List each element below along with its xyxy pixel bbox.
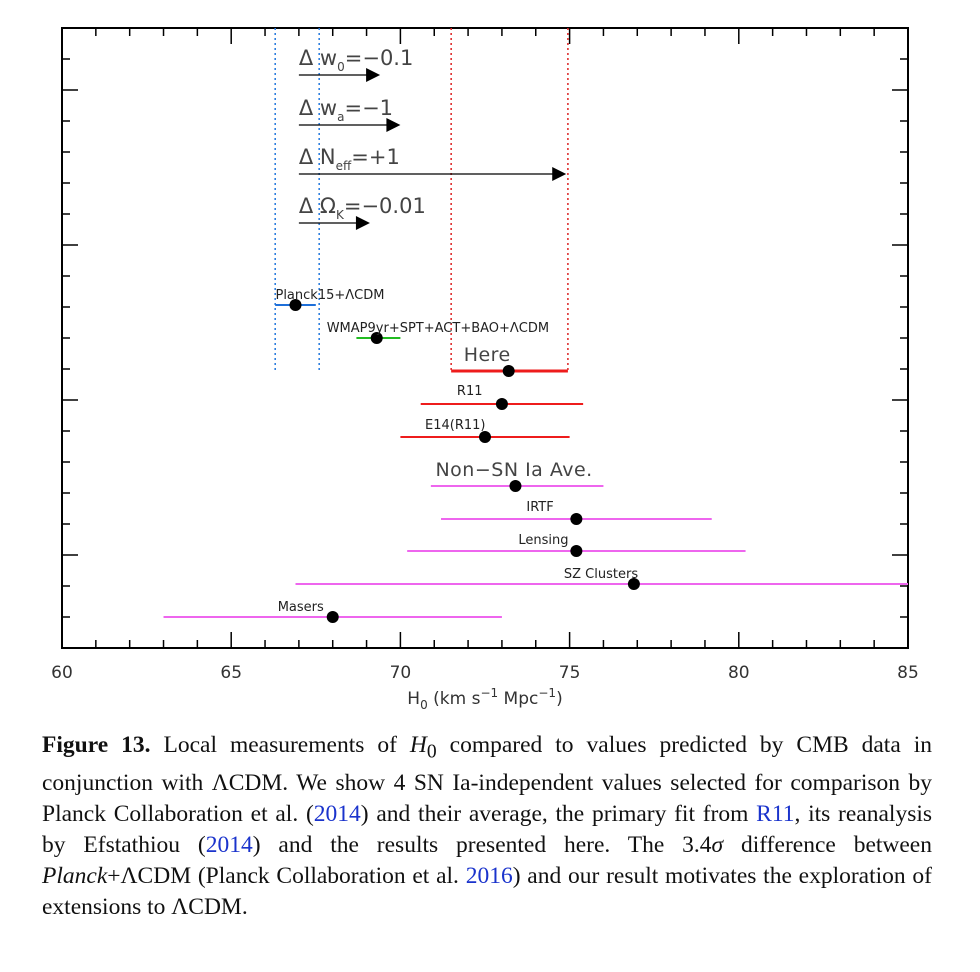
shift-arrow-head	[366, 68, 381, 82]
data-point	[509, 480, 522, 492]
data-point-label: SZ Clusters	[564, 567, 638, 582]
caption-planck-italic: Planck	[42, 862, 108, 889]
data-point-label: Here	[464, 344, 511, 366]
data-point-label: Masers	[278, 600, 324, 615]
caption-text-7: +ΛCDM (Planck Collaboration et al.	[107, 862, 466, 889]
data-point-label: E14(R11)	[425, 418, 485, 433]
shift-arrow-head	[386, 118, 401, 132]
caption-text-8: ) and our result motivates the explorati…	[42, 862, 932, 920]
shift-label: Δ w0=−0.1	[299, 46, 413, 74]
shift-label: Δ wa=−1	[299, 96, 393, 124]
data-point	[495, 398, 508, 410]
data-point	[370, 332, 383, 344]
caption-h0-sub: 0	[426, 741, 437, 763]
data-point	[627, 578, 640, 590]
shift-label: Δ Neff=+1	[299, 145, 400, 173]
data-point-label: WMAP9yr+SPT+ACT+BAO+ΛCDM	[327, 321, 549, 336]
caption-h0-symbol: H	[410, 732, 427, 758]
citation-link-2014a[interactable]: 2014	[313, 800, 361, 827]
citation-link-2016[interactable]: 2016	[465, 862, 513, 889]
data-point	[289, 299, 302, 311]
data-point-label: Lensing	[518, 533, 568, 548]
data-point-label: IRTF	[526, 500, 553, 515]
data-point-label: Planck15+ΛCDM	[275, 288, 384, 303]
x-tick-label: 75	[559, 663, 581, 683]
shift-label: Δ ΩK=−0.01	[299, 194, 426, 222]
caption-sigma: σ	[711, 831, 724, 858]
data-point	[570, 513, 583, 525]
data-point	[502, 365, 515, 377]
data-point	[570, 545, 583, 557]
data-point	[326, 611, 339, 623]
x-tick-label: 85	[897, 663, 919, 683]
caption-figure-number: Figure 13.	[42, 732, 151, 758]
citation-link-2014b[interactable]: 2014	[205, 831, 253, 858]
plot-frame	[61, 27, 909, 649]
data-point	[479, 431, 491, 443]
caption-text-3: ) and their average, the primary fit fro…	[360, 800, 757, 827]
data-point-label: Non−SN Ia Ave.	[435, 459, 592, 481]
caption-text-4: , its reanalysis by Efstathiou (	[42, 800, 933, 858]
chart-svg: 60 65 70 75 80 85 H0 (km s−1 Mpc−1) Δ w0=−0.1 Δ …	[51, 27, 919, 712]
caption-h0-main: H	[409, 732, 427, 758]
data-point-label: R11	[457, 384, 483, 399]
x-tick-label: 70	[390, 663, 412, 683]
figure-caption: Figure 13. Local measurements of H0 comp…	[42, 730, 932, 923]
shift-arrow-head	[552, 167, 567, 181]
caption-text-6: difference between	[723, 831, 932, 858]
citation-link-r11[interactable]: R11	[756, 800, 795, 827]
shift-arrow-head	[355, 216, 370, 230]
x-tick-label: 60	[51, 663, 73, 683]
caption-text-5: ) and the results presented here. The 3.…	[252, 831, 712, 858]
x-tick-label: 80	[728, 663, 750, 683]
figure-chart: 60 65 70 75 80 85 H0 (km s−1 Mpc−1) Δ w0=−0.1 Δ …	[51, 27, 919, 712]
x-axis-label: H0 (km s−1 Mpc−1)	[407, 686, 562, 712]
caption-text-1: Local measurements of	[150, 732, 410, 758]
caption-text-2: compared to values predicted by CMB data…	[42, 732, 932, 827]
x-tick-label: 65	[220, 663, 242, 683]
